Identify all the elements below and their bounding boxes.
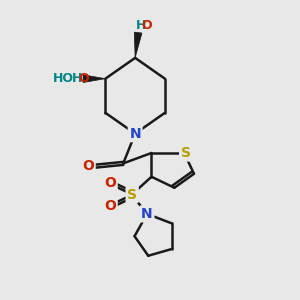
Text: N: N [141,207,153,221]
Polygon shape [83,75,105,83]
Text: O: O [142,19,152,32]
Text: O: O [104,176,116,190]
Text: HO: HO [53,72,74,85]
Text: H: H [72,72,82,85]
Text: O: O [78,72,89,85]
Text: O: O [104,200,116,214]
Polygon shape [134,32,142,58]
Text: S: S [181,146,191,160]
Text: H: H [136,19,146,32]
Text: S: S [127,188,137,202]
Text: O: O [82,159,94,173]
Text: N: N [129,127,141,141]
